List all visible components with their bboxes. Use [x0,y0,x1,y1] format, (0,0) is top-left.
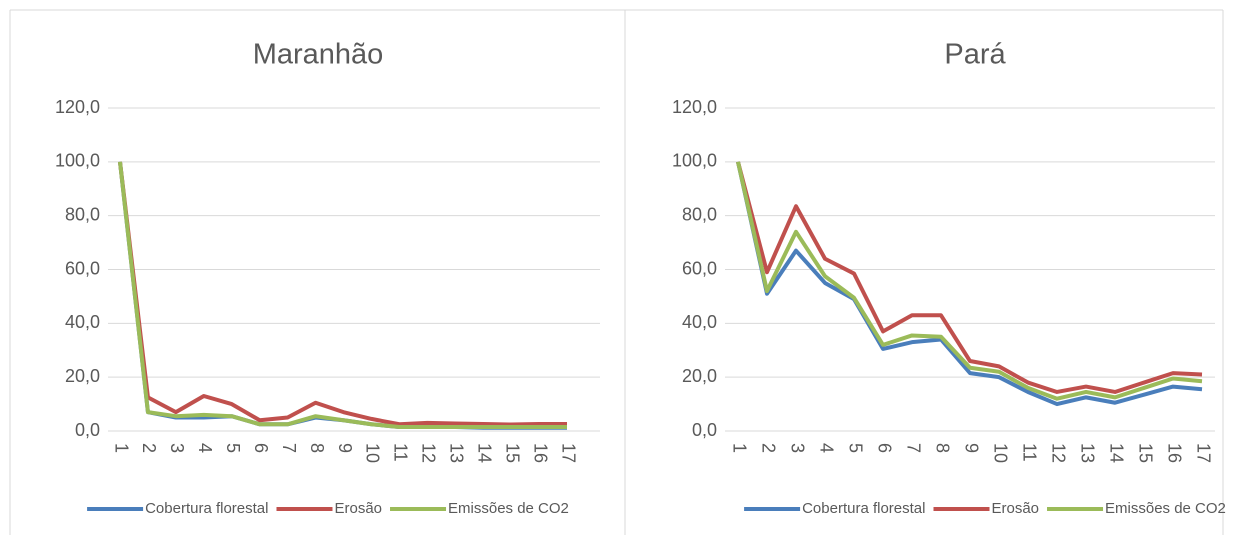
x-tick-label: 4 [816,443,836,453]
chart-title: Pará [944,39,1006,71]
y-tick-label: 100,0 [672,151,717,171]
series-line [118,161,567,429]
x-tick-label: 5 [845,443,865,453]
x-tick-label: 10 [363,443,383,463]
x-tick-label: 11 [391,443,411,462]
x-tick-label: 9 [335,443,355,453]
x-tick-label: 10 [990,443,1010,463]
y-tick-label: 120,0 [672,97,717,117]
x-tick-label: 15 [502,443,522,463]
legend-label: Emissões de CO2 [448,500,569,517]
legend-label: Erosão [991,500,1039,517]
x-tick-label: 8 [932,443,952,453]
x-tick-label: 2 [139,443,159,453]
legend-label: Emissões de CO2 [1105,500,1226,517]
series-line [736,161,1203,407]
legend-label: Erosão [334,500,382,517]
x-tick-label: 16 [1164,443,1184,463]
y-tick-label: 20,0 [682,366,717,386]
legend: Cobertura florestal Erosão Emissões de CO2 [744,500,1226,517]
legend-label: Cobertura florestal [145,500,268,517]
legend-label: Cobertura florestal [802,500,925,517]
x-tick-label: 17 [1193,443,1213,463]
x-tick-label: 3 [787,443,807,453]
x-tick-label: 5 [223,443,243,453]
x-tick-label: 12 [1048,443,1068,463]
y-tick-label: 60,0 [65,258,100,278]
chart-title: Maranhão [253,39,384,71]
x-tick-label: 7 [279,443,299,453]
series-line [118,161,567,427]
x-tick-label: 1 [111,443,131,453]
y-tick-label: 40,0 [682,312,717,332]
x-tick-label: 11 [1019,443,1039,462]
y-tick-label: 0,0 [75,420,100,440]
x-tick-label: 8 [307,443,327,453]
legend: Cobertura florestal Erosão Emissões de CO2 [87,500,569,517]
x-tick-label: 9 [961,443,981,453]
x-tick-label: 6 [251,443,271,453]
x-tick-label: 16 [530,443,550,463]
y-tick-label: 80,0 [682,204,717,224]
x-tick-label: 17 [558,443,578,463]
y-tick-label: 20,0 [65,366,100,386]
series-line [118,161,567,430]
x-tick-label: 3 [167,443,187,453]
x-tick-label: 15 [1135,443,1155,463]
x-tick-label: 14 [1106,443,1126,463]
y-tick-label: 100,0 [55,151,100,171]
x-tick-label: 12 [419,443,439,463]
series-line [736,161,1203,394]
x-tick-label: 2 [758,443,778,453]
x-tick-label: 4 [195,443,215,453]
y-tick-label: 0,0 [692,420,717,440]
x-tick-label: 13 [1077,443,1097,463]
x-tick-label: 14 [474,443,494,463]
x-tick-label: 1 [729,443,749,453]
y-tick-label: 80,0 [65,204,100,224]
x-tick-label: 13 [447,443,467,463]
series-line [736,161,1203,401]
y-tick-label: 60,0 [682,258,717,278]
x-tick-label: 6 [874,443,894,453]
y-tick-label: 120,0 [55,97,100,117]
x-tick-label: 7 [903,443,923,453]
y-tick-label: 40,0 [65,312,100,332]
